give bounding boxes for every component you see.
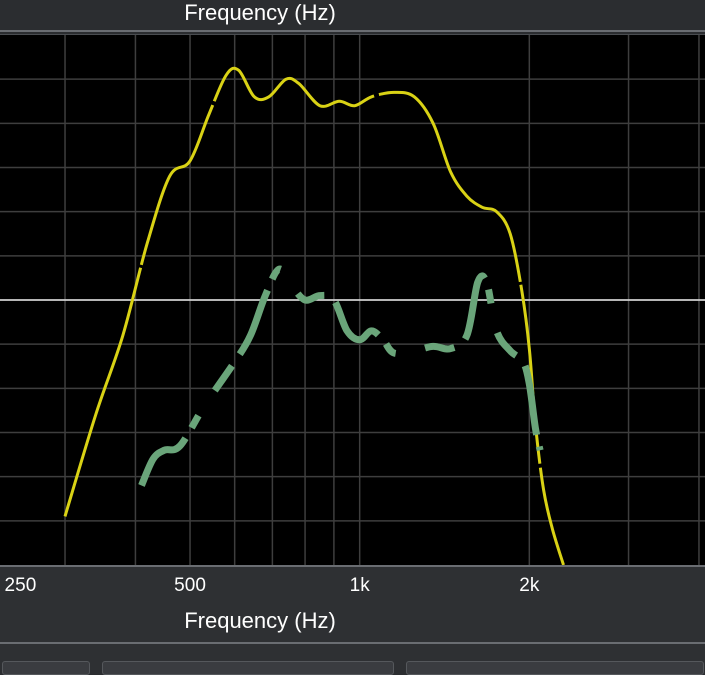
footer-separator bbox=[0, 642, 705, 644]
footer-button-1[interactable] bbox=[2, 661, 90, 675]
title-bar: Frequency (Hz) bbox=[0, 0, 705, 30]
x-tick-labels: 250 500 1k 2k bbox=[0, 575, 705, 599]
series-line-2 bbox=[138, 265, 544, 487]
x-tick-label: 500 bbox=[174, 575, 206, 596]
footer-button-2[interactable] bbox=[102, 661, 394, 675]
footer-button-3[interactable] bbox=[406, 661, 704, 675]
frequency-response-chart bbox=[0, 35, 705, 566]
x-axis-label: Frequency (Hz) bbox=[184, 608, 336, 633]
plot-area bbox=[0, 35, 705, 566]
series-line-1 bbox=[63, 66, 565, 566]
x-tick-label: 1k bbox=[349, 575, 370, 596]
x-tick-label: 2k bbox=[519, 575, 540, 596]
x-tick-label: 250 bbox=[4, 575, 37, 596]
axis-separator bbox=[0, 565, 705, 567]
series-layer bbox=[63, 66, 565, 566]
title-separator-inner bbox=[0, 34, 705, 35]
chart-title: Frequency (Hz) bbox=[184, 0, 336, 25]
axis-panel bbox=[0, 565, 705, 670]
title-separator bbox=[0, 30, 705, 32]
